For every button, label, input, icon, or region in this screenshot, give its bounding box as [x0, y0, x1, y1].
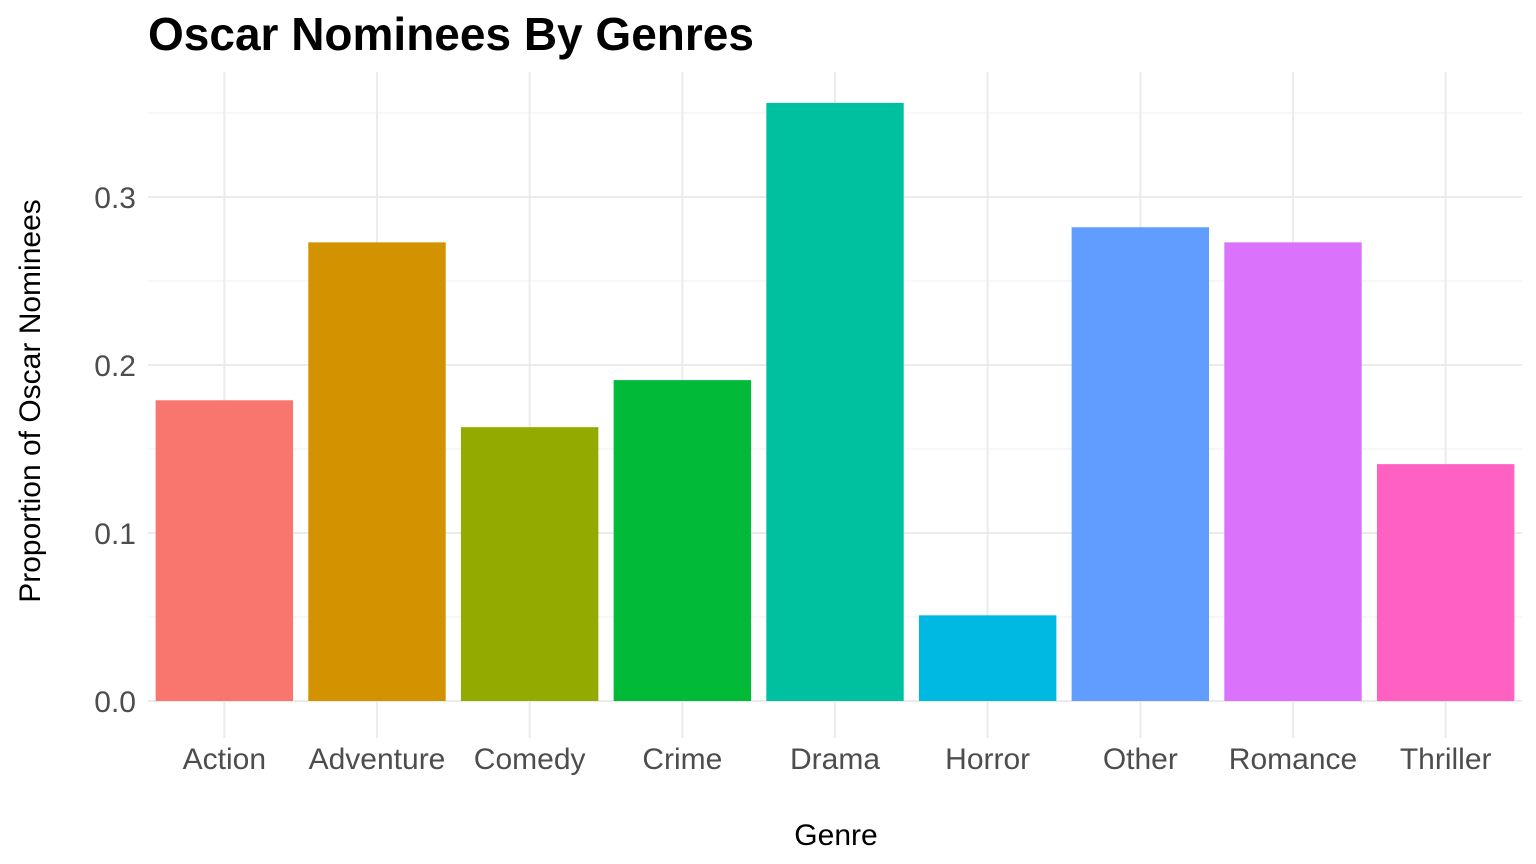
x-axis-ticks: Action Adventure Comedy Crime Drama Horror Oth… — [183, 743, 1492, 776]
bar-other — [1071, 227, 1210, 702]
y-tick-label: 0.0 — [94, 686, 136, 719]
bar-comedy — [460, 427, 599, 701]
bar-horror — [918, 615, 1057, 701]
bar-crime — [613, 380, 752, 701]
y-axis-ticks: 0.0 0.1 0.2 0.3 — [94, 182, 136, 719]
x-tick-label: Adventure — [309, 743, 446, 776]
x-tick-label: Drama — [790, 743, 880, 776]
x-tick-label: Crime — [642, 743, 722, 776]
x-tick-label: Comedy — [474, 743, 586, 776]
x-tick-label: Romance — [1229, 743, 1357, 776]
chart-title: Oscar Nominees By Genres — [148, 8, 754, 60]
x-tick-label: Thriller — [1400, 743, 1492, 776]
bar-adventure — [308, 242, 446, 702]
bar-drama — [766, 102, 904, 702]
bar-romance — [1224, 242, 1362, 702]
y-tick-label: 0.2 — [94, 350, 136, 383]
y-axis-title: Proportion of Oscar Nominees — [14, 199, 47, 603]
x-tick-label: Horror — [945, 743, 1030, 776]
x-tick-label: Action — [183, 743, 266, 776]
bars — [155, 102, 1515, 702]
x-tick-label: Other — [1103, 743, 1178, 776]
y-tick-label: 0.3 — [94, 182, 136, 215]
bar-thriller — [1376, 464, 1515, 701]
x-axis-title: Genre — [794, 819, 877, 852]
y-tick-label: 0.1 — [94, 518, 136, 551]
bar-action — [155, 400, 294, 701]
